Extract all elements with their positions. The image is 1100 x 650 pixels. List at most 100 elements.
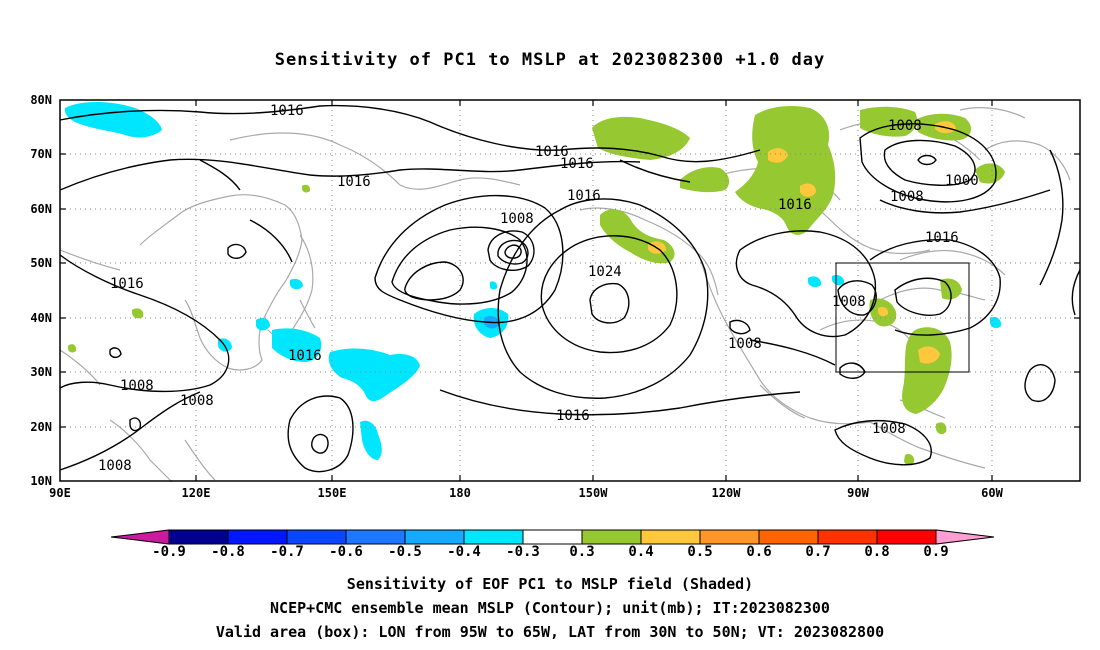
shade-green [940,278,962,300]
colorbar-swatch [404,529,465,545]
lat-label: 30N [30,365,52,379]
lat-label: 80N [30,93,52,107]
contour-label: 1016 [778,197,812,213]
contour-label: 1008 [888,118,922,134]
contour-label: 1024 [588,264,622,280]
shade-green [132,308,144,319]
contour-label: 1008 [120,378,154,394]
colorbar-tick: 0.6 [746,544,772,560]
shade-cyan [328,348,420,402]
lon-label: 120E [181,486,211,500]
contour-label: 1008 [832,294,866,310]
lon-label: 60W [981,486,1003,500]
lon-label: 90E [49,486,71,500]
shade-green [680,167,730,193]
lat-label: 40N [30,311,52,325]
shade-green [936,422,947,435]
shade-yellow [768,148,788,163]
lon-label: 150W [578,486,608,500]
colorbar-tick: -0.5 [388,544,422,560]
shade-green [860,106,917,137]
colorbar-tick: -0.6 [329,544,363,560]
shade-green [904,453,915,466]
frame-ticks [60,100,1080,481]
contour-label: 1008 [500,211,534,227]
lon-label: 180 [449,486,471,500]
colorbar-tick: -0.8 [211,544,245,560]
colorbar-tick: -0.7 [270,544,304,560]
contour-label: 1016 [110,276,144,292]
contour-label: 1008 [180,393,214,409]
colorbar-tick: 0.5 [687,544,713,560]
shade-green [68,344,77,353]
lat-label: 50N [30,256,52,270]
colorbar-swatch [817,529,878,545]
colorbar-tick: -0.3 [506,544,540,560]
colorbar-swatch [168,529,229,545]
shade-yellow [800,183,816,197]
shade-green [735,106,836,235]
colorbar-swatch [758,529,819,545]
shade-green [975,163,1005,184]
shade-cyan [990,316,1002,329]
shade-green [902,327,952,414]
shade-cyan [489,281,498,290]
shade-cyan [360,420,382,460]
colorbar-swatch [227,529,288,545]
shade-cyan [808,276,822,288]
colorbar-swatch [345,529,406,545]
colorbar-swatch [876,529,937,545]
colorbar-tick: 0.4 [628,544,654,560]
contour-label: 1016 [270,103,304,119]
contour-label: 1016 [288,348,322,364]
colorbar-tick: -0.9 [152,544,186,560]
lat-label: 20N [30,420,52,434]
shade-cyan [832,274,845,286]
colorbar-tick: 0.3 [569,544,595,560]
contour-label: 1016 [337,174,371,190]
map-frame [59,99,1081,482]
colorbar-tick: 0.8 [864,544,890,560]
colorbar-swatch [463,529,524,545]
contour-label: 1008 [728,336,762,352]
shade-cyan [64,102,162,138]
shade-cyan [256,318,270,331]
valid-area-box [835,262,970,373]
caption-line-3: Valid area (box): LON from 95W to 65W, L… [215,623,885,641]
colorbar [110,529,995,545]
map-title: Sensitivity of PC1 to MSLP at 2023082300… [274,50,826,70]
shade-yellow [918,346,940,364]
colorbar-extend-high [935,529,995,545]
contour-label: 1008 [98,458,132,474]
colorbar-swatch [640,529,701,545]
shade-cyan [272,328,322,362]
colorbar-tick: 0.9 [923,544,949,560]
lat-label: 60N [30,202,52,216]
colorbar-swatch [522,529,583,545]
contour-label: 1000 [945,173,979,189]
contour-label: 1016 [556,408,590,424]
contour-label: 1016 [567,188,601,204]
colorbar-swatch [581,529,642,545]
colorbar-tick: -0.4 [447,544,481,560]
contour-label: 1008 [890,189,924,205]
contour-label: 1016 [535,144,569,160]
colorbar-swatch [699,529,760,545]
colorbar-swatch [286,529,347,545]
contour-label: 1008 [872,421,906,437]
caption-line-2: NCEP+CMC ensemble mean MSLP (Contour); u… [270,599,830,617]
colorbar-tick: 0.7 [805,544,831,560]
colorbar-extend-low [110,529,170,545]
lon-label: 150E [317,486,347,500]
contour-label: 1016 [925,230,959,246]
caption-line-1: Sensitivity of EOF PC1 to MSLP field (Sh… [346,575,754,593]
lat-label: 10N [30,474,52,488]
lat-label: 70N [30,147,52,161]
shade-green [302,184,311,193]
shade-cyan [290,278,303,290]
shade-yellow [878,306,889,317]
mslp-contours [59,104,1081,473]
contour-label: 1016 [560,156,594,172]
lon-label: 90W [847,486,869,500]
